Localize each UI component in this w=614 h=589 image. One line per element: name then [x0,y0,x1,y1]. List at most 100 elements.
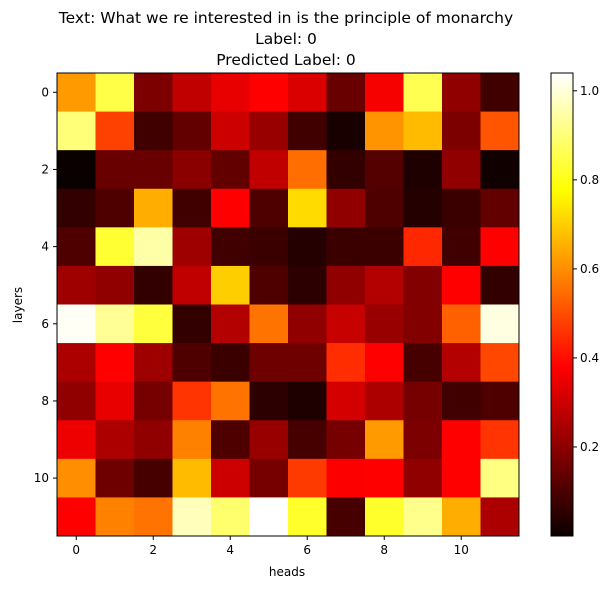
heatmap-cell-r9-c11 [480,420,520,460]
colorbar-tick-label: 0.6 [580,262,599,276]
heatmap-cell-r10-c7 [326,458,366,498]
heatmap-cell-r0-c1 [95,73,135,112]
colorbar-tick-label: 1.0 [580,84,599,98]
heatmap-cell-r7-c11 [480,343,520,383]
colorbar-tick-label: 0.2 [580,440,599,454]
x-axis-ticks: 0 2 4 6 8 10 [72,536,469,557]
heatmap-cell-r3-c5 [249,188,289,228]
heatmap-cell-r2-c3 [172,150,212,190]
heatmap-cell-r0-c11 [480,73,520,112]
heatmap-cell-r9-c1 [95,420,135,460]
heatmap-cell-r0-c2 [134,73,173,112]
heatmap-cell-r6-c0 [57,304,96,344]
heatmap-cell-r4-c6 [288,227,327,267]
heatmap-cell-r7-c3 [172,343,212,383]
heatmap-cell-r11-c3 [172,497,212,537]
heatmap-cell-r8-c8 [365,381,404,421]
heatmap-cell-r6-c1 [95,304,135,344]
heatmap-cell-r10-c5 [249,458,289,498]
heatmap-cell-r4-c3 [172,227,212,267]
heatmap-cell-r3-c0 [57,188,96,228]
heatmap-cell-r6-c3 [172,304,212,344]
heatmap-cell-r3-c9 [403,188,443,228]
heatmap-cell-r6-c9 [403,304,443,344]
y-tick-label: 8 [41,394,49,408]
heatmap-cell-r4-c2 [134,227,173,267]
y-tick-label: 6 [41,317,49,331]
heatmap-cell-r0-c3 [172,73,212,112]
y-tick-label: 0 [41,85,49,99]
heatmap-cell-r1-c10 [442,111,481,151]
colorbar-tick-label: 0.4 [580,351,599,365]
heatmap-cell-r8-c4 [211,381,250,421]
heatmap-cell-r11-c2 [134,497,173,537]
heatmap-cell-r1-c4 [211,111,250,151]
heatmap-cell-r5-c8 [365,265,404,305]
heatmap-cell-r11-c1 [95,497,135,537]
heatmap-cell-r5-c4 [211,265,250,305]
heatmap-cell-r1-c3 [172,111,212,151]
heatmap-cell-r2-c10 [442,150,481,190]
heatmap-cell-r1-c8 [365,111,404,151]
heatmap-cell-r0-c10 [442,73,481,112]
heatmap-cell-r6-c10 [442,304,481,344]
heatmap-cell-r1-c11 [480,111,520,151]
heatmap-cell-r1-c6 [288,111,327,151]
y-tick-label: 10 [34,471,49,485]
heatmap-cell-r11-c5 [249,497,289,537]
heatmap-cell-r10-c2 [134,458,173,498]
heatmap-cell-r10-c3 [172,458,212,498]
heatmap-cell-r3-c6 [288,188,327,228]
heatmap-cell-r7-c8 [365,343,404,383]
heatmap-cell-r4-c5 [249,227,289,267]
x-tick-label: 10 [454,543,469,557]
heatmap-cell-r4-c11 [480,227,520,267]
heatmap-cell-r8-c1 [95,381,135,421]
colorbar [550,72,574,537]
heatmap-cell-r5-c7 [326,265,366,305]
heatmap-cell-r1-c2 [134,111,173,151]
heatmap-cell-r3-c10 [442,188,481,228]
heatmap-cell-r7-c0 [57,343,96,383]
heatmap-cell-r10-c11 [480,458,520,498]
heatmap-cell-r6-c7 [326,304,366,344]
heatmap-cell-r8-c0 [57,381,96,421]
heatmap-cell-r3-c3 [172,188,212,228]
y-tick-label: 4 [41,240,49,254]
heatmap-cell-r8-c3 [172,381,212,421]
heatmap-cell-r4-c8 [365,227,404,267]
heatmap-cell-r7-c6 [288,343,327,383]
heatmap-cell-r5-c1 [95,265,135,305]
heatmap-cell-r6-c8 [365,304,404,344]
heatmap-cell-r9-c2 [134,420,173,460]
heatmap-cell-r11-c10 [442,497,481,537]
heatmap-cell-r10-c10 [442,458,481,498]
heatmap-cell-r5-c10 [442,265,481,305]
heatmap-cell-r9-c4 [211,420,250,460]
heatmap-cell-r4-c9 [403,227,443,267]
heatmap-cell-r10-c9 [403,458,443,498]
heatmap-cell-r11-c8 [365,497,404,537]
heatmap-cell-r9-c9 [403,420,443,460]
heatmap-cell-r6-c6 [288,304,327,344]
heatmap-cell-r0-c7 [326,73,366,112]
heatmap-cell-r2-c4 [211,150,250,190]
heatmap-cell-r2-c0 [57,150,96,190]
chart-title-line-2: Label: 0 [255,30,317,48]
heatmap-cell-r9-c0 [57,420,96,460]
heatmap-cell-r9-c6 [288,420,327,460]
heatmap-cell-r8-c5 [249,381,289,421]
heatmap-cell-r2-c2 [134,150,173,190]
heatmap-cell-r3-c8 [365,188,404,228]
heatmap-cell-r0-c4 [211,73,250,112]
heatmap-cell-r9-c10 [442,420,481,460]
heatmap-cell-r0-c9 [403,73,443,112]
heatmap-cell-r7-c1 [95,343,135,383]
chart-title-line-3: Predicted Label: 0 [216,51,356,69]
heatmap-cell-r2-c6 [288,150,327,190]
heatmap-cell-r10-c4 [211,458,250,498]
heatmap-cell-r4-c1 [95,227,135,267]
heatmap-cell-r1-c9 [403,111,443,151]
heatmap-cell-r2-c9 [403,150,443,190]
